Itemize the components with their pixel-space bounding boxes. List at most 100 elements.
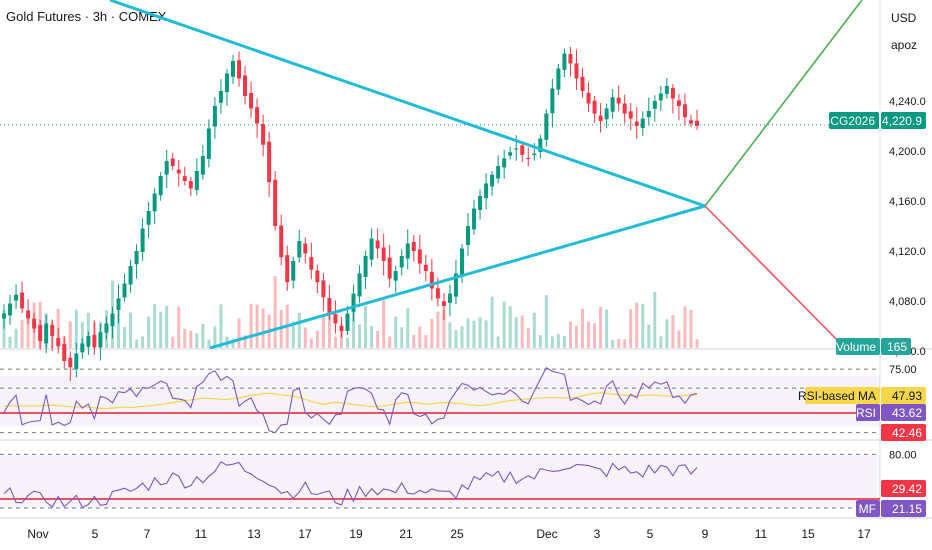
last-price-badge: 4,220.9 (882, 114, 922, 128)
time-axis-label: 5 (647, 527, 654, 541)
projection-up-line (704, 0, 863, 207)
candle-body (8, 303, 13, 316)
candle-body (695, 120, 699, 126)
candle-body (586, 92, 591, 104)
candle-body (2, 313, 6, 319)
candle-body (224, 73, 229, 93)
volume-bar (141, 336, 145, 348)
volume-bar (514, 317, 518, 348)
candle-body (381, 247, 386, 261)
candle-body (640, 118, 645, 129)
candle-body (646, 111, 651, 118)
volume-bar (599, 306, 603, 348)
volume-bar (484, 320, 488, 348)
candle-body (550, 88, 555, 114)
mf-value: 21.15 (892, 502, 922, 516)
candle-body (411, 241, 416, 251)
rsi-line (3, 366, 698, 434)
time-axis-label: 11 (755, 527, 768, 541)
volume-bar (568, 321, 572, 348)
candle-body (74, 353, 79, 370)
rsi-extra-value-bg (881, 424, 926, 441)
trendline-lower (209, 204, 706, 350)
time-axis-label: 15 (801, 527, 815, 541)
volume-bar (80, 321, 84, 348)
candle-body (405, 243, 410, 259)
volume-bar (315, 330, 319, 348)
volume-bar (695, 339, 699, 348)
candle-body (466, 226, 471, 245)
volume-bar (556, 334, 560, 348)
candle-body (279, 225, 284, 258)
candle-body (158, 176, 163, 196)
candle-body (32, 318, 37, 329)
candle-body (664, 86, 669, 94)
volume-bar (394, 316, 398, 348)
candle-body (441, 301, 446, 306)
volume-bar (291, 321, 295, 348)
volume-bar (237, 318, 241, 348)
volume-bar (153, 304, 157, 348)
volume-bar (478, 317, 482, 348)
price-axis-tick: 4,240.0 (889, 96, 926, 108)
mf-value-bg (881, 500, 926, 517)
volume-bar (593, 323, 597, 348)
volume-bar (201, 323, 205, 348)
candle-body (526, 158, 531, 160)
last-price-badge-bg (881, 112, 926, 129)
candle-body (68, 357, 73, 368)
volume-bar (460, 326, 464, 348)
mf-extra-value: 29.42 (892, 482, 922, 496)
candle-body (14, 294, 19, 301)
volume-bar (2, 310, 6, 348)
candle-body (152, 193, 157, 212)
candle-body (182, 176, 187, 181)
volume-bar (177, 306, 181, 348)
volume-bar (364, 305, 368, 348)
mf-line (3, 461, 698, 509)
volume-bar (659, 336, 663, 348)
volume-bar (653, 292, 657, 348)
time-axis-label: 17 (857, 527, 871, 541)
volume-bar (436, 311, 440, 348)
mf-band (0, 454, 880, 509)
volume-bar (135, 339, 139, 348)
volume-bar (382, 299, 386, 348)
time-axis-label: 17 (298, 527, 312, 541)
mf-extra-value-bg (881, 480, 926, 497)
candle-body (514, 148, 519, 150)
candle-body (194, 171, 199, 191)
currency-label[interactable]: USD (891, 11, 917, 25)
volume-bar (358, 324, 362, 348)
volume-bar (418, 326, 422, 348)
candle-body (62, 343, 67, 361)
volume-bar (647, 324, 651, 348)
symbol-badge: GCG2026 (821, 114, 875, 128)
time-axis-label: 21 (399, 527, 413, 541)
candle-body (164, 161, 169, 175)
volume-bar (333, 336, 337, 348)
chart-title: Gold Futures · 3h · COMEX (6, 9, 167, 24)
volume-bar (641, 303, 645, 348)
volume-value: 165 (887, 340, 907, 354)
rsi-ma-value: 47.93 (892, 389, 922, 403)
volume-bar (20, 320, 24, 348)
candle-body (267, 141, 272, 183)
candle-body (484, 183, 489, 199)
scale-mode-label[interactable]: apoz (891, 38, 918, 52)
candle-body (200, 156, 205, 175)
candle-body (351, 293, 356, 312)
volume-bar (538, 335, 542, 348)
candle-body (604, 108, 609, 120)
volume-bar (68, 321, 72, 348)
time-axis-label: 19 (349, 527, 363, 541)
candle-body (176, 169, 181, 174)
volume-bar (472, 320, 476, 348)
volume-bar (587, 321, 591, 348)
candle-body (447, 293, 452, 303)
volume-bar (581, 308, 585, 348)
volume-bar (165, 305, 169, 348)
trendline-upper (109, 0, 706, 208)
candle-body (568, 54, 573, 64)
